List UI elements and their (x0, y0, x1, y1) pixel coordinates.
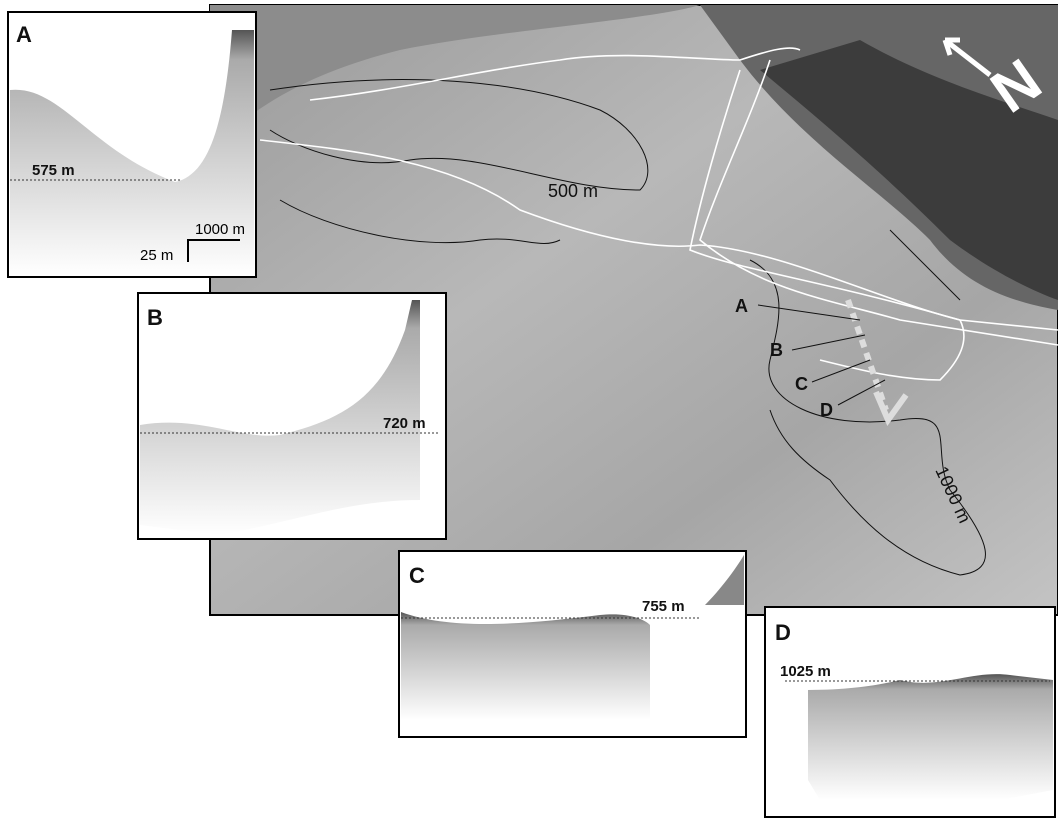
panel-label: B (147, 305, 163, 330)
scale-x: 1000 m (195, 221, 245, 238)
page: N 500 m 1000 m A B C D A 575 m 1000 m 25… (0, 0, 1058, 818)
panel-label: A (16, 22, 32, 47)
panel-label: C (409, 563, 425, 588)
profile-panel: D 1025 m (765, 607, 1055, 817)
marker-label: B (770, 340, 783, 360)
profile-panel: C 755 m (399, 551, 746, 737)
contour-label: 500 m (548, 181, 598, 201)
profile (808, 674, 1053, 800)
marker-label: A (735, 296, 748, 316)
profile-panel: A 575 m 1000 m 25 m (8, 12, 256, 277)
profile (401, 612, 650, 720)
depth-label: 575 m (32, 162, 75, 179)
depth-label: 720 m (383, 415, 426, 432)
marker-label: D (820, 400, 833, 420)
depth-label: 755 m (642, 598, 685, 615)
figure: N 500 m 1000 m A B C D A 575 m 1000 m 25… (0, 0, 1058, 818)
panel-label: D (775, 620, 791, 645)
profile-panel: B 720 m (138, 293, 446, 539)
marker-label: C (795, 374, 808, 394)
scale-y: 25 m (140, 247, 173, 264)
depth-label: 1025 m (780, 663, 831, 680)
